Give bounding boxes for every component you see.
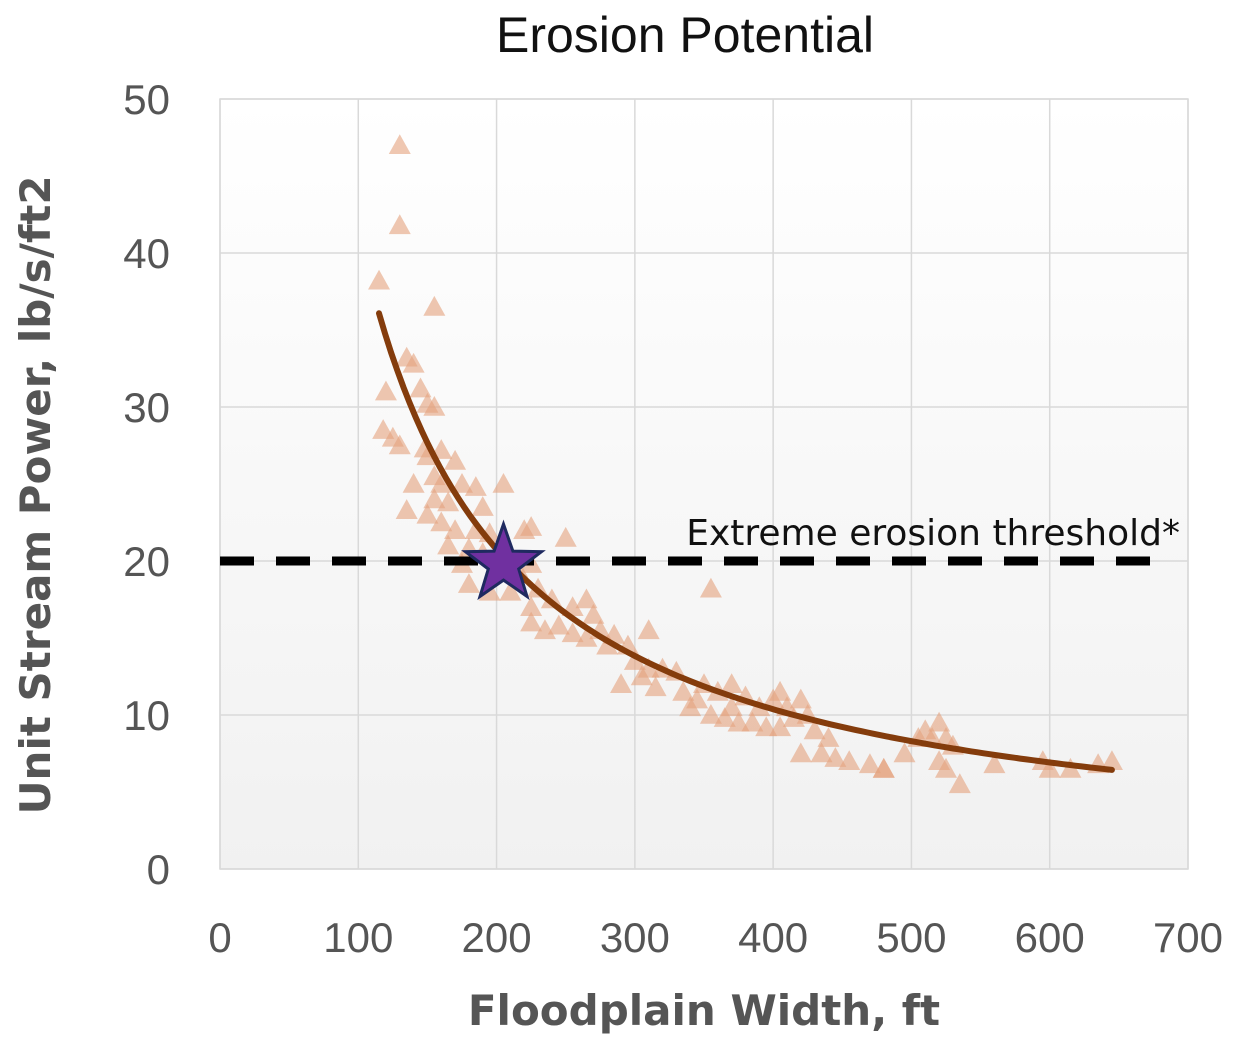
data-point <box>948 773 971 794</box>
data-point <box>824 747 847 767</box>
x-tick-label: 700 <box>1153 914 1223 961</box>
data-point <box>803 719 826 740</box>
data-point <box>423 488 446 509</box>
data-point <box>520 611 543 632</box>
data-point <box>416 503 439 524</box>
data-point <box>374 380 397 401</box>
data-point <box>547 614 570 635</box>
data-point <box>789 688 812 709</box>
data-point <box>451 473 473 493</box>
marker-group <box>461 519 546 601</box>
data-point <box>402 352 425 373</box>
data-point <box>520 596 543 616</box>
data-point <box>935 757 957 778</box>
data-point <box>672 680 695 701</box>
y-tick-label: 50 <box>123 76 170 123</box>
data-point <box>575 588 598 609</box>
data-point <box>893 742 916 763</box>
x-tick-label: 400 <box>738 914 808 961</box>
data-point <box>388 214 411 235</box>
data-point <box>720 696 743 717</box>
data-point <box>769 680 792 701</box>
data-point <box>430 473 453 493</box>
x-tick-labels: 0 100 200 300 400 500 600 700 <box>208 914 1223 961</box>
x-axis-label: Floodplain Width, ft <box>468 986 940 1035</box>
data-point <box>457 573 480 593</box>
data-point <box>699 577 722 598</box>
data-point <box>368 269 391 290</box>
data-point <box>388 434 411 455</box>
data-point <box>409 377 432 398</box>
plot-area <box>219 98 1189 870</box>
data-point <box>789 742 812 763</box>
data-point <box>423 396 446 416</box>
data-point <box>872 757 895 778</box>
data-point <box>437 534 460 555</box>
data-point <box>810 742 833 763</box>
y-tick-label: 10 <box>123 692 170 739</box>
data-point <box>983 753 1006 774</box>
x-tick-label: 300 <box>600 914 670 961</box>
data-point <box>679 696 702 717</box>
data-point <box>520 516 543 536</box>
y-tick-label: 0 <box>147 846 170 893</box>
data-point <box>755 716 778 737</box>
chart-title: Erosion Potential <box>496 7 874 63</box>
data-point <box>644 676 667 697</box>
data-point <box>388 134 411 154</box>
y-tick-label: 20 <box>123 538 170 585</box>
data-point <box>838 750 861 770</box>
x-tick-label: 600 <box>1015 914 1085 961</box>
data-point <box>1100 750 1123 770</box>
y-tick-labels: 0 10 20 30 40 50 <box>123 76 170 893</box>
star-marker <box>461 519 546 601</box>
data-point <box>1038 757 1061 778</box>
threshold-label: Extreme erosion threshold* <box>686 513 1180 554</box>
data-point <box>554 526 577 547</box>
data-point <box>928 711 951 732</box>
data-point <box>727 711 750 732</box>
data-point <box>769 716 792 737</box>
data-point <box>623 650 646 670</box>
data-point <box>471 496 494 516</box>
data-point <box>492 473 515 493</box>
data-point <box>858 753 881 774</box>
x-tick-label: 200 <box>462 914 532 961</box>
data-point <box>741 711 764 732</box>
data-point <box>610 673 633 693</box>
data-point <box>582 603 605 624</box>
data-point <box>444 519 467 539</box>
data-point <box>713 707 736 727</box>
data-point <box>395 499 418 519</box>
x-tick-label: 100 <box>323 914 393 961</box>
y-tick-label: 40 <box>123 230 170 277</box>
data-point <box>817 727 840 747</box>
data-point <box>430 511 453 532</box>
data-point <box>402 473 425 493</box>
data-point <box>499 580 522 601</box>
data-point <box>372 419 395 439</box>
data-point <box>699 704 722 724</box>
y-tick-label: 30 <box>123 384 170 431</box>
data-point <box>596 634 619 655</box>
data-point <box>561 622 584 643</box>
x-tick-label: 0 <box>208 914 231 961</box>
y-axis-label: Unit Stream Power, lb/s/ft2 <box>11 175 60 814</box>
data-point <box>464 476 487 496</box>
data-point <box>423 295 446 316</box>
data-point <box>637 619 660 640</box>
data-point <box>720 673 743 693</box>
data-point <box>444 449 467 470</box>
data-point <box>437 491 460 512</box>
x-tick-label: 500 <box>876 914 946 961</box>
data-point <box>575 627 598 647</box>
data-point <box>630 665 653 686</box>
